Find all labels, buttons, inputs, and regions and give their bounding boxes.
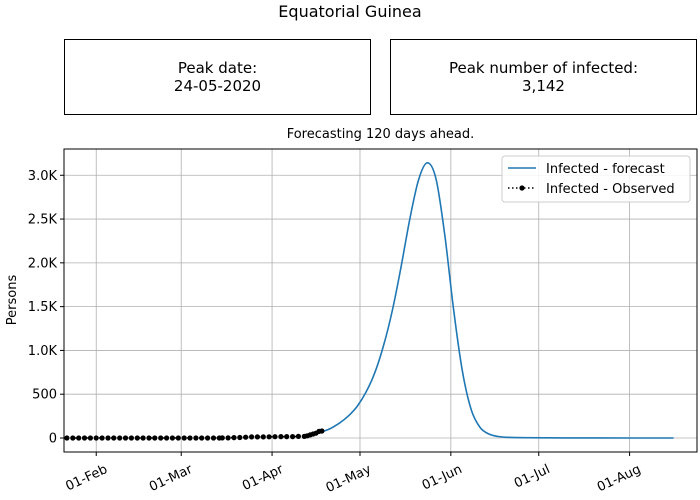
peak-date-box: Peak date: 24-05-2020	[64, 39, 371, 115]
chart-subtitle: Forecasting 120 days ahead.	[286, 127, 475, 142]
observed-point	[290, 434, 296, 440]
legend-box	[501, 155, 691, 203]
observed-point	[278, 434, 284, 440]
observed-point	[117, 435, 123, 441]
peak-number-value: 3,142	[522, 77, 565, 95]
observed-point	[205, 435, 211, 441]
y-tick-label: 2.5K	[28, 213, 58, 228]
y-tick-label: 0	[49, 431, 57, 446]
legend-label-forecast: Infected - forecast	[546, 162, 665, 177]
series-layer	[64, 161, 674, 441]
observed-point	[249, 434, 255, 440]
y-tick-label: 2.0K	[28, 256, 58, 271]
observed-point	[266, 434, 272, 440]
observed-point	[319, 428, 325, 434]
x-tick-label: 01-Mar	[147, 462, 195, 495]
y-tick-label: 500	[32, 388, 57, 403]
observed-point	[158, 435, 164, 441]
peak-number-label: Peak number of infected:	[448, 59, 639, 77]
observed-point	[128, 435, 134, 441]
y-tick-label: 1.0K	[28, 344, 58, 359]
observed-point	[210, 435, 217, 441]
observed-point	[231, 435, 237, 441]
observed-point	[219, 435, 225, 441]
observed-point	[243, 434, 249, 440]
x-tick-label: 01-Aug	[595, 462, 643, 495]
observed-point	[181, 435, 187, 441]
observed-point	[140, 435, 146, 441]
observed-point	[260, 434, 266, 440]
observed-point	[169, 435, 175, 441]
observed-point	[187, 435, 193, 441]
observed-point	[272, 434, 278, 440]
observed-point	[93, 435, 99, 441]
observed-point	[152, 435, 158, 441]
observed-point	[237, 434, 243, 441]
x-tick-label: 01-Jun	[420, 462, 465, 493]
plot-frame	[63, 148, 698, 453]
observed-point	[99, 435, 105, 441]
y-tick-label: 3.0K	[28, 169, 58, 184]
observed-point	[199, 435, 205, 441]
peak-date-value: 24-05-2020	[173, 77, 262, 95]
observed-point	[134, 435, 140, 441]
y-axis-label: Persons	[5, 275, 20, 326]
x-tick-label: 01-Feb	[63, 462, 109, 494]
x-tick-label: 01-Jul	[512, 462, 552, 492]
observed-point	[81, 435, 88, 441]
observed-point	[122, 435, 129, 441]
observed-point	[225, 435, 231, 441]
observed-point	[193, 435, 199, 441]
x-tick-label: 01-May	[324, 462, 374, 496]
observed-point	[64, 435, 70, 441]
observed-point	[76, 435, 82, 441]
observed-point	[254, 434, 260, 440]
chart-title: Equatorial Guinea	[278, 2, 422, 21]
grid-lines	[64, 149, 697, 452]
observed-point	[175, 435, 181, 441]
peak-number-box: Peak number of infected: 3,142	[390, 39, 697, 115]
observed-point	[105, 435, 111, 441]
observed-point	[284, 434, 290, 440]
observed-point	[70, 435, 76, 441]
y-axis: 0 500 1.0K 1.5K 2.0K 2.5K 3.0K	[28, 169, 64, 446]
observed-point	[146, 435, 152, 441]
observed-point	[111, 435, 117, 441]
observed-point	[87, 435, 93, 441]
y-tick-label: 1.5K	[28, 300, 58, 315]
legend-label-observed: Infected - Observed	[546, 182, 675, 197]
forecast-line	[321, 161, 674, 439]
legend: Infected - forecast Infected - Observed	[501, 155, 691, 203]
peak-date-label: Peak date:	[177, 59, 258, 77]
x-tick-label: 01-Apr	[240, 462, 286, 494]
observed-point	[295, 433, 301, 439]
legend-marker-observed	[519, 185, 525, 191]
observed-point	[164, 435, 170, 441]
x-axis: 01-Feb 01-Mar 01-Apr 01-May 01-Jun 01-Jul 01-A…	[63, 452, 643, 496]
